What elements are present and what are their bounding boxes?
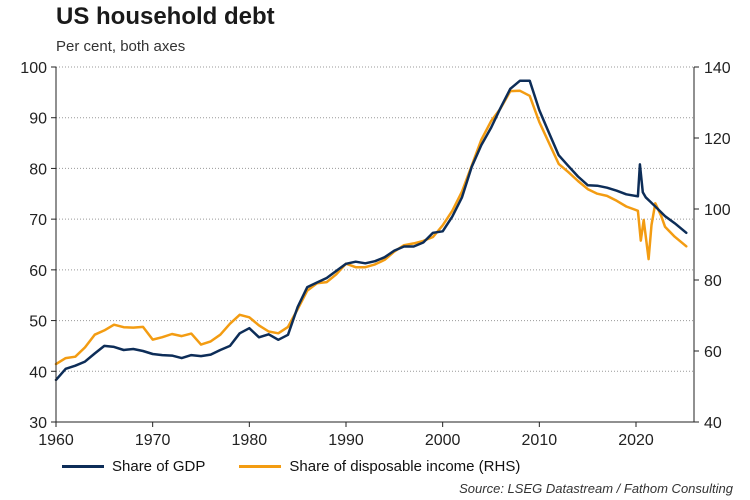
- x-tick-label: 2010: [522, 432, 558, 449]
- y-left-tick-label: 100: [20, 60, 47, 77]
- y-left-tick-label: 80: [29, 161, 47, 178]
- series-line-gdp: [54, 79, 688, 382]
- y-left-tick-label: 60: [29, 263, 47, 280]
- legend-label-gdp: Share of GDP: [112, 458, 206, 475]
- series-line-income: [54, 89, 688, 366]
- y-right-tick-label: 140: [704, 60, 731, 77]
- chart-title: US household debt: [56, 3, 275, 30]
- y-left-tick-label: 50: [29, 314, 47, 331]
- y-right-tick-label: 100: [704, 202, 731, 219]
- y-left-tick-label: 90: [29, 111, 47, 128]
- legend-swatch-gdp: [62, 465, 104, 468]
- chart-legend: Share of GDP Share of disposable income …: [62, 458, 554, 475]
- chart-subtitle: Per cent, both axes: [56, 38, 186, 55]
- y-right-tick-label: 40: [704, 415, 722, 432]
- y-right-tick-label: 60: [704, 344, 722, 361]
- x-tick-label: 1960: [38, 432, 74, 449]
- x-tick-label: 2020: [618, 432, 654, 449]
- y-right-tick-label: 120: [704, 131, 731, 148]
- legend-swatch-income: [239, 465, 282, 468]
- legend-item-income: Share of disposable income (RHS): [239, 458, 520, 475]
- legend-item-gdp: Share of GDP: [62, 458, 205, 475]
- y-right-tick-label: 80: [704, 273, 722, 290]
- y-left-tick-label: 40: [29, 364, 47, 381]
- source-note: Source: LSEG Datastream / Fathom Consult…: [459, 481, 733, 496]
- x-tick-label: 1970: [135, 432, 171, 449]
- legend-label-income: Share of disposable income (RHS): [289, 458, 521, 475]
- x-tick-label: 1980: [232, 432, 268, 449]
- y-left-tick-label: 70: [29, 212, 47, 229]
- y-left-tick-label: 30: [29, 415, 47, 432]
- x-tick-label: 2000: [425, 432, 461, 449]
- x-tick-label: 1990: [328, 432, 364, 449]
